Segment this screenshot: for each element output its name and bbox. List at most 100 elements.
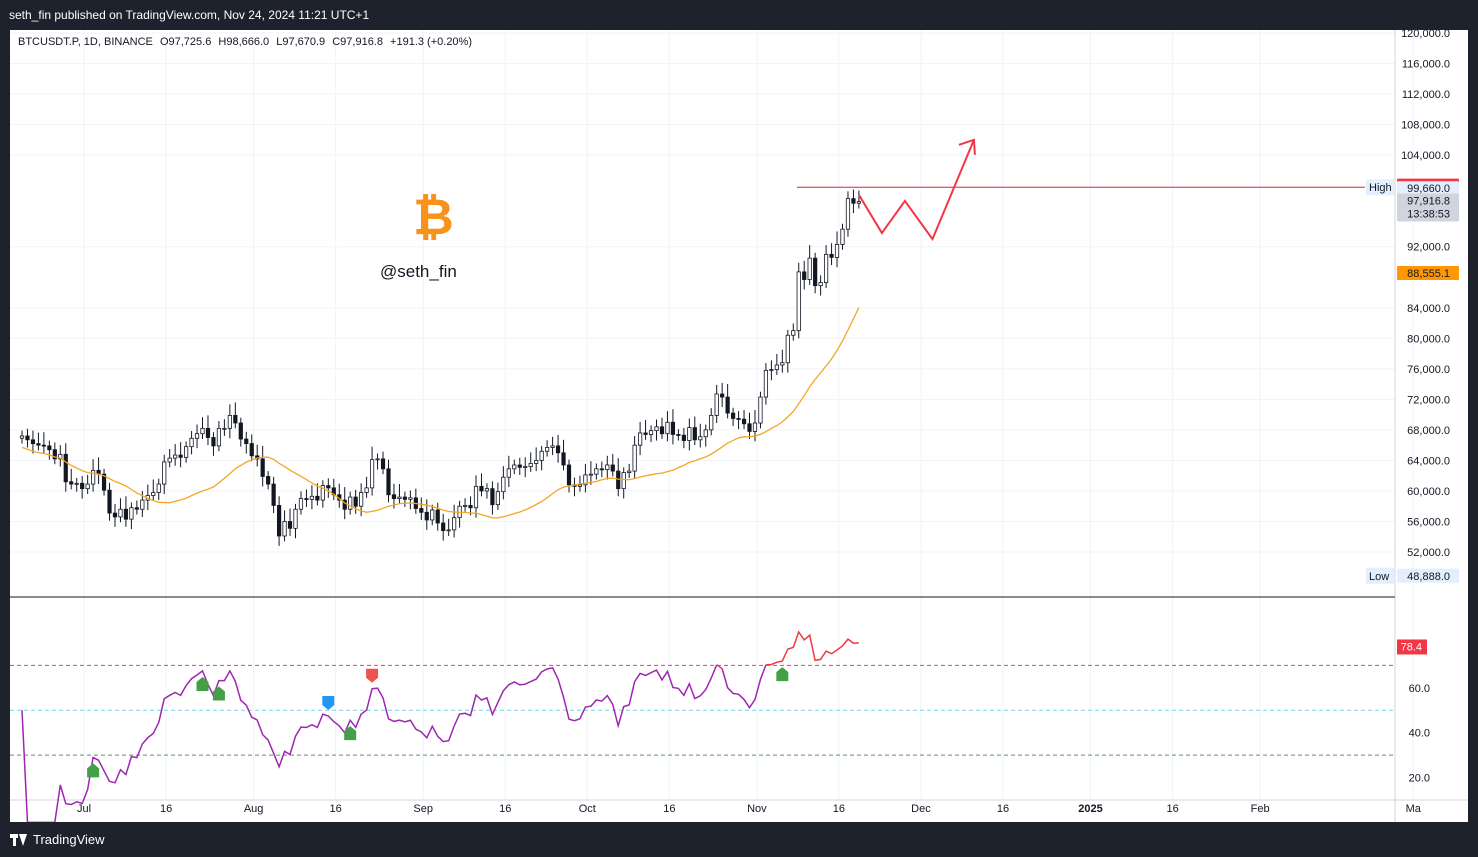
candle-body[interactable] bbox=[632, 444, 637, 472]
candle-body[interactable] bbox=[599, 468, 604, 471]
candle-body[interactable] bbox=[834, 244, 840, 258]
candle-body[interactable] bbox=[577, 484, 583, 487]
candle-body[interactable] bbox=[627, 470, 632, 474]
candle-body[interactable] bbox=[736, 418, 741, 420]
candle-body[interactable] bbox=[534, 460, 539, 464]
candle-body[interactable] bbox=[583, 474, 588, 486]
candle-body[interactable] bbox=[616, 470, 621, 490]
candle-body[interactable] bbox=[118, 508, 123, 518]
bearish-signal-marker[interactable] bbox=[366, 668, 379, 683]
candle-body[interactable] bbox=[741, 418, 747, 425]
candle-body[interactable] bbox=[856, 201, 862, 204]
candle-body[interactable] bbox=[123, 508, 129, 520]
candle-body[interactable] bbox=[266, 476, 271, 485]
candle-body[interactable] bbox=[167, 457, 172, 463]
candle-body[interactable] bbox=[408, 497, 413, 500]
candle-body[interactable] bbox=[588, 473, 593, 476]
candle-body[interactable] bbox=[397, 496, 402, 499]
candle-body[interactable] bbox=[752, 422, 758, 432]
candle-body[interactable] bbox=[151, 492, 156, 496]
candle-body[interactable] bbox=[676, 434, 681, 436]
candle-body[interactable] bbox=[785, 334, 790, 364]
candle-body[interactable] bbox=[282, 521, 287, 537]
candle-body[interactable] bbox=[430, 509, 435, 521]
candle-body[interactable] bbox=[74, 482, 79, 485]
rsi-line[interactable] bbox=[765, 630, 859, 666]
candle-body[interactable] bbox=[380, 458, 386, 470]
candle-body[interactable] bbox=[714, 393, 719, 416]
candle-body[interactable] bbox=[643, 432, 648, 435]
candle-body[interactable] bbox=[391, 494, 397, 499]
candle-body[interactable] bbox=[52, 449, 57, 460]
candle-body[interactable] bbox=[205, 427, 211, 438]
candle-body[interactable] bbox=[566, 464, 572, 486]
candle-body[interactable] bbox=[720, 393, 725, 398]
candle-body[interactable] bbox=[528, 463, 533, 467]
candle-body[interactable] bbox=[731, 412, 736, 419]
candle-body[interactable] bbox=[840, 228, 845, 245]
candle-body[interactable] bbox=[227, 414, 232, 429]
candle-body[interactable] bbox=[758, 396, 763, 424]
candle-body[interactable] bbox=[293, 508, 298, 529]
candle-body[interactable] bbox=[359, 492, 364, 507]
candle-body[interactable] bbox=[763, 369, 769, 398]
bullish-signal-marker[interactable] bbox=[776, 667, 789, 682]
candle-body[interactable] bbox=[452, 517, 457, 531]
chart-canvas[interactable]: High Low 120,000.0 116,000.0 112,000.0 108,00… bbox=[10, 30, 1468, 822]
candle-body[interactable] bbox=[69, 481, 74, 485]
candle-body[interactable] bbox=[353, 496, 358, 507]
candle-body[interactable] bbox=[134, 507, 139, 510]
candle-body[interactable] bbox=[605, 464, 610, 470]
info-signal-marker[interactable] bbox=[322, 696, 335, 711]
candle-body[interactable] bbox=[517, 464, 522, 468]
candle-body[interactable] bbox=[523, 466, 528, 468]
candle-body[interactable] bbox=[369, 459, 375, 489]
chart-frame[interactable]: High Low 120,000.0 116,000.0 112,000.0 108,00… bbox=[10, 30, 1468, 822]
candle-body[interactable] bbox=[539, 450, 544, 461]
candle-body[interactable] bbox=[484, 488, 490, 492]
candle-body[interactable] bbox=[747, 423, 752, 432]
candle-body[interactable] bbox=[276, 505, 282, 537]
candle-body[interactable] bbox=[829, 253, 834, 258]
candle-body[interactable] bbox=[807, 257, 812, 280]
candle-body[interactable] bbox=[769, 369, 774, 371]
candle-body[interactable] bbox=[140, 499, 145, 510]
candle-body[interactable] bbox=[479, 485, 484, 492]
candle-body[interactable] bbox=[244, 438, 249, 445]
candle-body[interactable] bbox=[47, 445, 52, 451]
candle-body[interactable] bbox=[441, 522, 446, 532]
candle-body[interactable] bbox=[796, 271, 801, 332]
candle-body[interactable] bbox=[178, 454, 183, 458]
candle-body[interactable] bbox=[298, 498, 304, 510]
candle-body[interactable] bbox=[173, 454, 178, 459]
candle-body[interactable] bbox=[555, 445, 561, 454]
candle-body[interactable] bbox=[200, 427, 205, 435]
candle-body[interactable] bbox=[375, 458, 380, 461]
candle-body[interactable] bbox=[698, 436, 703, 441]
candle-body[interactable] bbox=[813, 257, 818, 287]
candle-body[interactable] bbox=[424, 511, 429, 521]
candle-body[interactable] bbox=[162, 461, 167, 485]
candle-body[interactable] bbox=[818, 282, 823, 287]
candle-body[interactable] bbox=[112, 512, 118, 518]
tradingview-logo[interactable]: TradingView bbox=[10, 832, 105, 847]
candle-body[interactable] bbox=[419, 508, 424, 513]
bullish-signal-marker[interactable] bbox=[212, 686, 225, 701]
candle-body[interactable] bbox=[30, 439, 36, 445]
candle-body[interactable] bbox=[156, 483, 161, 493]
candle-body[interactable] bbox=[315, 495, 320, 501]
candle-body[interactable] bbox=[25, 435, 30, 441]
candle-body[interactable] bbox=[638, 432, 643, 446]
candle-body[interactable] bbox=[780, 362, 785, 366]
candle-body[interactable] bbox=[320, 485, 325, 501]
candle-body[interactable] bbox=[561, 452, 566, 466]
candle-body[interactable] bbox=[386, 468, 391, 496]
candle-body[interactable] bbox=[462, 505, 468, 507]
candle-body[interactable] bbox=[101, 473, 107, 491]
candle-body[interactable] bbox=[594, 468, 599, 475]
candle-body[interactable] bbox=[506, 468, 511, 478]
candle-body[interactable] bbox=[91, 469, 96, 485]
candle-body[interactable] bbox=[36, 443, 41, 446]
candle-body[interactable] bbox=[610, 464, 615, 472]
candle-body[interactable] bbox=[85, 483, 90, 490]
